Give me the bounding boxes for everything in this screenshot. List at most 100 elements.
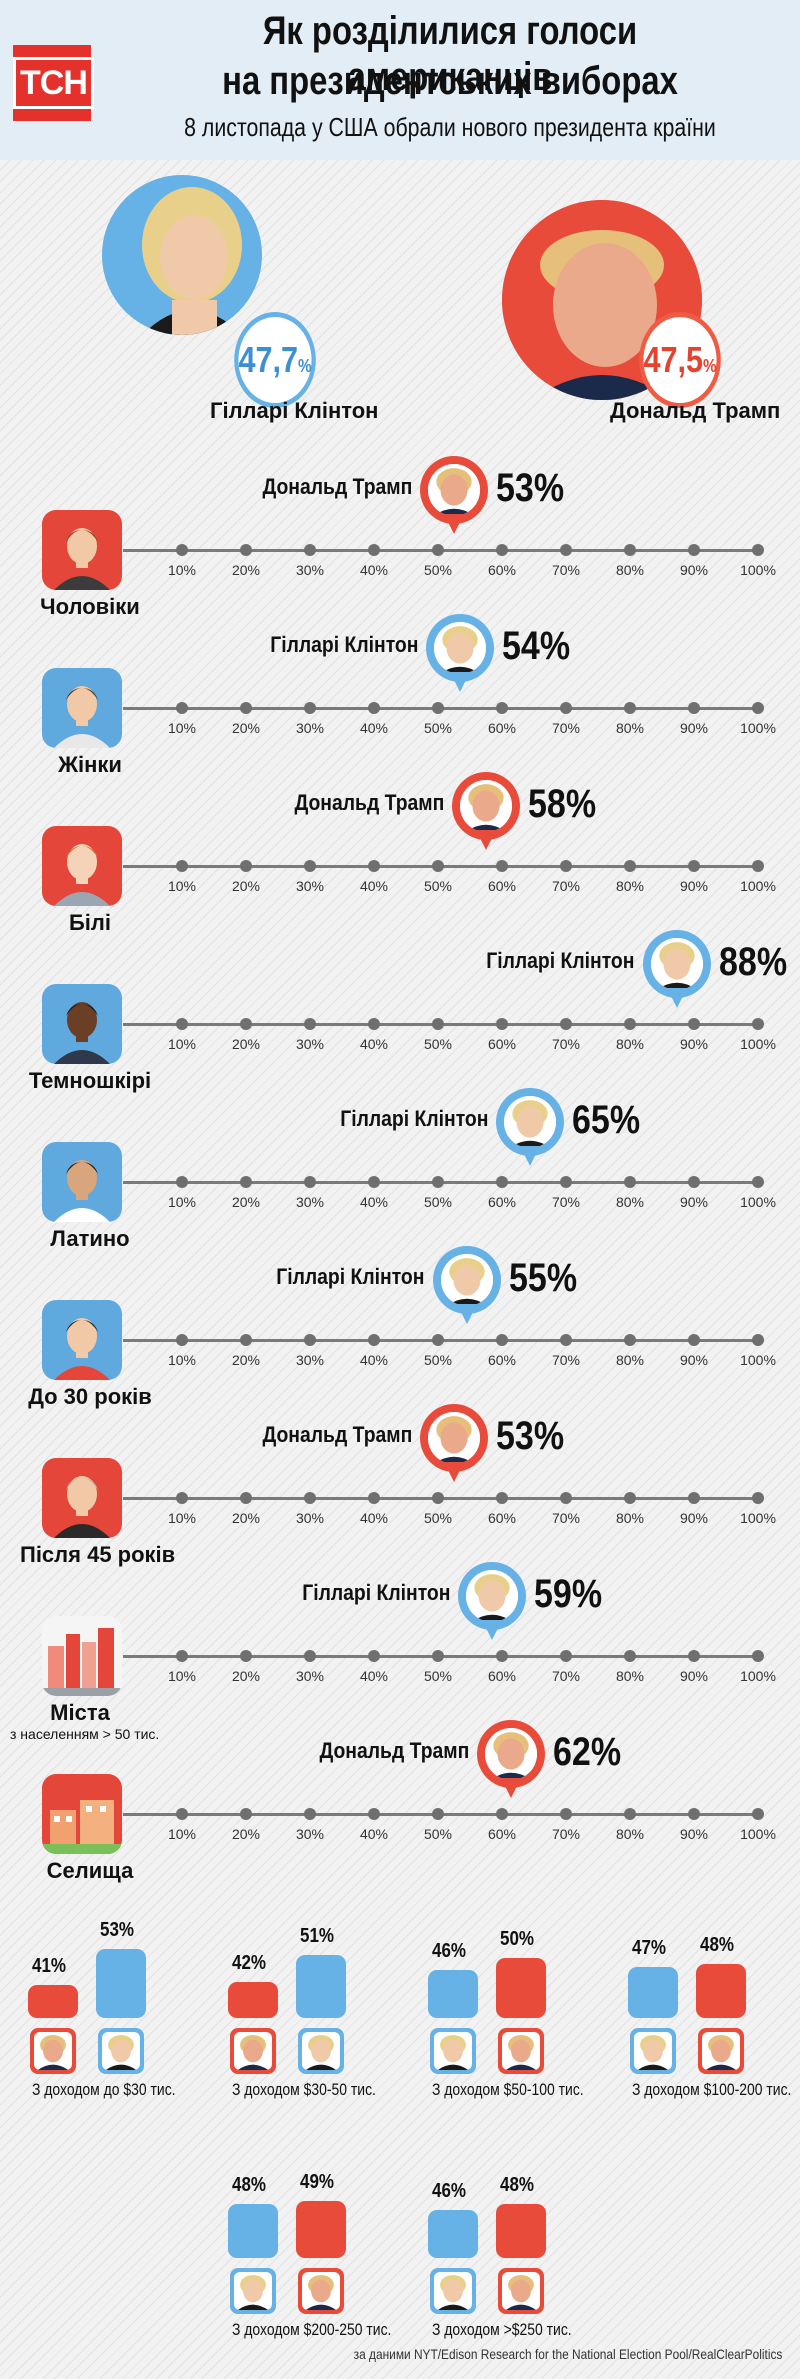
axis-dot — [304, 544, 316, 556]
group-label-text: До 30 років — [28, 1384, 152, 1409]
axis-tick-label: 50% — [423, 1194, 453, 1210]
axis-dot — [688, 1334, 700, 1346]
axis-dot — [432, 1018, 444, 1030]
axis-dot — [752, 1808, 764, 1820]
group-row: 10% 20% 30% 40% 50% 60% 70% 80% 90% 100% Латино Гіл… — [0, 1072, 800, 1251]
axis-tick-label: 50% — [423, 720, 453, 736]
axis-tick-label: 60% — [487, 720, 517, 736]
winner-percent: 58% — [527, 782, 596, 826]
axis-dot — [432, 1176, 444, 1188]
axis-tick-label: 20% — [231, 1194, 261, 1210]
income-percent: 48% — [500, 2174, 535, 2196]
income-bar — [496, 2204, 546, 2258]
axis-tick-label: 10% — [167, 1668, 197, 1684]
axis-dot — [304, 1492, 316, 1504]
group-row: 10% 20% 30% 40% 50% 60% 70% 80% 90% 100% Жінки Гілл… — [0, 598, 800, 777]
axis-tick-label: 70% — [551, 1194, 581, 1210]
candidate-pin — [496, 1088, 565, 1166]
axis-tick-label: 90% — [679, 1826, 709, 1842]
axis-dot — [240, 1492, 252, 1504]
axis-tick-label: 70% — [551, 1510, 581, 1526]
axis-tick-label: 90% — [679, 562, 709, 578]
group-label-text: Латино — [50, 1226, 130, 1251]
trump-photo — [298, 2268, 344, 2314]
black-man-icon — [42, 984, 122, 1064]
income-caption: З доходом до $30 тис. — [32, 2080, 176, 2099]
group-row: 10% 20% 30% 40% 50% 60% 70% 80% 90% 100% Чоловіки Д… — [0, 440, 800, 619]
winner-name: Дональд Трамп — [262, 1422, 413, 1447]
axis-tick-label: 50% — [423, 1510, 453, 1526]
axis-dot — [688, 860, 700, 872]
group-label-text: Міста — [50, 1700, 110, 1725]
group-row: 10% 20% 30% 40% 50% 60% 70% 80% 90% 100% Після 45 … — [0, 1388, 800, 1567]
axis-dot — [176, 1650, 188, 1662]
group-label-text: Темношкірі — [28, 1068, 152, 1093]
candidate-photo — [504, 1096, 557, 1148]
axis-dot — [432, 860, 444, 872]
income-block: 48% 49% З доходом $200-250 тис. — [228, 2140, 408, 2360]
axis-dot — [624, 860, 636, 872]
candidate-pin — [642, 930, 711, 1008]
axis-tick-label: 80% — [615, 1510, 645, 1526]
axis-tick-label: 100% — [740, 1036, 776, 1052]
axis-dot — [432, 1334, 444, 1346]
income-bar — [28, 1985, 78, 2018]
axis-tick-label: 100% — [740, 1510, 776, 1526]
axis-dot — [432, 702, 444, 714]
winner-name: Дональд Трамп — [319, 1738, 470, 1763]
group-label-text: Селища — [46, 1858, 134, 1883]
axis-tick-label: 80% — [615, 878, 645, 894]
clinton-percent-badge: 47,7% — [234, 312, 316, 408]
axis-tick-label: 70% — [551, 1826, 581, 1842]
income-percent: 50% — [500, 1928, 535, 1950]
axis-dot — [560, 1334, 572, 1346]
axis-dot — [752, 1176, 764, 1188]
axis-dot — [304, 860, 316, 872]
income-block: 41% 53% З доходом до $30 тис. — [28, 1900, 208, 2120]
village-icon — [42, 1774, 122, 1854]
axis-tick-label: 60% — [487, 562, 517, 578]
group-label: Після 45 років — [20, 1542, 175, 1568]
pin-pointer — [475, 830, 496, 850]
axis-dot — [496, 1018, 508, 1030]
group-label: Міста з населенням > 50 тис. — [10, 1700, 159, 1742]
axis-tick-label: 40% — [359, 1036, 389, 1052]
axis-tick-label: 30% — [295, 878, 325, 894]
income-percent: 46% — [432, 2180, 467, 2202]
axis-dot — [368, 1492, 380, 1504]
axis-dot — [624, 1492, 636, 1504]
axis-tick-label: 70% — [551, 720, 581, 736]
axis-dot — [496, 1650, 508, 1662]
axis-tick-label: 10% — [167, 878, 197, 894]
axis-tick-label: 10% — [167, 1194, 197, 1210]
winner-percent: 54% — [502, 624, 571, 668]
trump-name: Дональд Трамп — [610, 398, 781, 423]
candidate-photo — [650, 938, 703, 990]
group-label: Темношкірі — [20, 1068, 160, 1094]
axis-dot — [240, 1808, 252, 1820]
axis-dot — [752, 1650, 764, 1662]
axis-tick-label: 80% — [615, 1194, 645, 1210]
axis-dot — [240, 1650, 252, 1662]
pin-pointer — [666, 988, 687, 1008]
group-label: Білі — [20, 910, 160, 936]
axis-tick-label: 50% — [423, 562, 453, 578]
axis-dot — [368, 702, 380, 714]
pin-pointer — [450, 672, 471, 692]
axis-tick-label: 100% — [740, 720, 776, 736]
axis-dot — [176, 1334, 188, 1346]
income-percent: 41% — [32, 1955, 67, 1977]
axis-tick-label: 70% — [551, 562, 581, 578]
axis-dot — [752, 544, 764, 556]
axis-tick-label: 80% — [615, 1668, 645, 1684]
axis-tick-label: 80% — [615, 562, 645, 578]
income-bar — [496, 1958, 546, 2018]
axis-tick-label: 40% — [359, 720, 389, 736]
axis-tick-label: 60% — [487, 878, 517, 894]
income-block: 46% 48% З доходом >$250 тис. — [428, 2140, 608, 2360]
axis-tick-label: 30% — [295, 1194, 325, 1210]
winner-percent: 53% — [496, 1414, 565, 1458]
axis-tick-label: 60% — [487, 1826, 517, 1842]
axis-tick-label: 10% — [167, 720, 197, 736]
axis-tick-label: 40% — [359, 1826, 389, 1842]
